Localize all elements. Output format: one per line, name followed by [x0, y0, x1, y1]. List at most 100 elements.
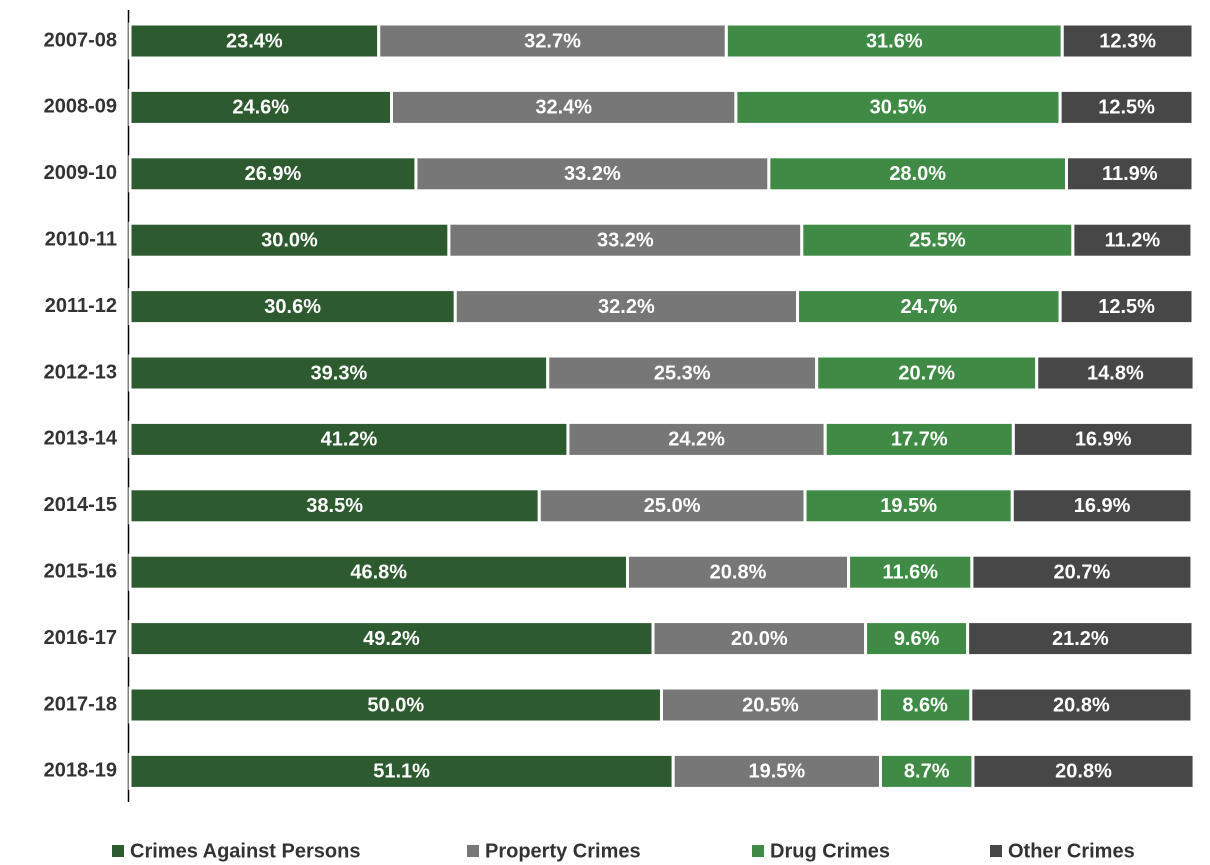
data-label: 12.3%	[1099, 30, 1156, 52]
data-label: 50.0%	[367, 694, 424, 716]
data-label: 25.0%	[644, 495, 701, 517]
data-label: 12.5%	[1098, 97, 1155, 119]
y-tick-label: 2016-17	[44, 627, 117, 649]
y-tick-label: 2010-11	[45, 228, 117, 250]
data-label: 16.9%	[1074, 495, 1131, 517]
data-label: 11.9%	[1102, 163, 1158, 185]
y-tick-label: 2017-18	[44, 693, 117, 715]
legend-label: Other Crimes	[1008, 840, 1135, 862]
data-label: 24.2%	[668, 429, 725, 451]
data-label: 19.5%	[748, 761, 805, 783]
data-label: 39.3%	[311, 362, 368, 384]
data-label: 28.0%	[889, 163, 946, 185]
data-label: 51.1%	[373, 761, 430, 783]
data-label: 20.8%	[1053, 694, 1110, 716]
data-label: 14.8%	[1087, 362, 1144, 384]
data-label: 11.6%	[882, 561, 938, 583]
bar-segment	[1035, 354, 1196, 392]
data-label: 20.8%	[710, 561, 767, 583]
bar-segment	[847, 553, 974, 591]
bar-segment	[651, 620, 868, 658]
data-label: 20.0%	[731, 628, 788, 650]
y-tick-label: 2014-15	[44, 494, 117, 516]
data-label: 23.4%	[226, 30, 283, 52]
y-tick-label: 2018-19	[44, 760, 117, 782]
data-label: 32.4%	[535, 97, 592, 119]
data-label: 17.7%	[891, 429, 948, 451]
data-label: 33.2%	[564, 163, 621, 185]
bar-segment	[566, 420, 827, 458]
bar-segment	[1071, 221, 1194, 259]
data-label: 32.2%	[598, 296, 655, 318]
bar-segment	[537, 487, 807, 525]
bar-segment	[1065, 155, 1195, 193]
data-label: 16.9%	[1075, 429, 1132, 451]
bar-segment	[1058, 88, 1195, 126]
data-label: 20.7%	[898, 362, 955, 384]
bar-segment	[447, 221, 804, 259]
bar-segment	[1010, 487, 1194, 525]
legend-swatch	[752, 845, 764, 857]
y-tick-label: 2012-13	[44, 361, 117, 383]
data-label: 24.7%	[900, 296, 957, 318]
y-tick-label: 2009-10	[44, 162, 117, 184]
bar-segment	[1058, 288, 1195, 326]
data-label: 8.6%	[902, 694, 948, 716]
data-label: 30.6%	[264, 296, 321, 318]
y-tick-label: 2008-09	[44, 96, 117, 118]
bar-segment	[377, 22, 728, 60]
legend-label: Property Crimes	[485, 840, 641, 862]
data-label: 30.5%	[870, 97, 927, 119]
data-label: 49.2%	[363, 628, 420, 650]
bar-segment	[1011, 420, 1195, 458]
bar-segment	[128, 288, 457, 326]
data-label: 46.8%	[350, 561, 407, 583]
bar-segment	[128, 354, 550, 392]
bar-segment	[1060, 22, 1195, 60]
bar-segment	[971, 752, 1196, 790]
data-label: 41.2%	[321, 429, 378, 451]
bar-segment	[128, 487, 541, 525]
bar-segment	[767, 155, 1069, 193]
data-label: 8.7%	[904, 761, 950, 783]
data-label: 32.7%	[524, 30, 581, 52]
data-label: 12.5%	[1098, 296, 1155, 318]
bar-segment	[966, 620, 1195, 658]
data-label: 19.5%	[880, 495, 937, 517]
data-label: 25.3%	[654, 362, 711, 384]
data-label: 24.6%	[232, 97, 289, 119]
bar-segment	[625, 553, 851, 591]
legend-swatch	[112, 845, 124, 857]
bar-segment	[878, 752, 975, 790]
data-label: 20.8%	[1055, 761, 1112, 783]
legend-swatch	[990, 845, 1002, 857]
data-label: 20.5%	[742, 694, 799, 716]
bar-segment	[969, 686, 1194, 724]
bar-segment	[815, 354, 1039, 392]
data-label: 31.6%	[866, 30, 923, 52]
legend-label: Crimes Against Persons	[130, 840, 360, 862]
y-tick-label: 2013-14	[44, 428, 118, 450]
data-label: 11.2%	[1105, 229, 1161, 251]
y-tick-label: 2011-12	[45, 295, 117, 317]
data-label: 30.0%	[261, 229, 318, 251]
data-label: 20.7%	[1054, 561, 1111, 583]
data-label: 25.5%	[909, 229, 966, 251]
bar-segment	[970, 553, 1194, 591]
data-label: 21.2%	[1052, 628, 1109, 650]
bar-segment	[128, 620, 655, 658]
bar-segment	[796, 288, 1062, 326]
legend-swatch	[467, 845, 479, 857]
data-label: 9.6%	[894, 628, 940, 650]
y-tick-label: 2015-16	[44, 560, 117, 582]
data-label: 38.5%	[306, 495, 363, 517]
data-label: 26.9%	[245, 163, 302, 185]
bar-segment	[128, 155, 418, 193]
bar-segment	[724, 22, 1064, 60]
legend-label: Drug Crimes	[770, 840, 890, 862]
bar-segment	[800, 221, 1075, 259]
bar-segment	[453, 288, 800, 326]
data-label: 33.2%	[597, 229, 654, 251]
y-tick-label: 2007-08	[44, 29, 117, 51]
